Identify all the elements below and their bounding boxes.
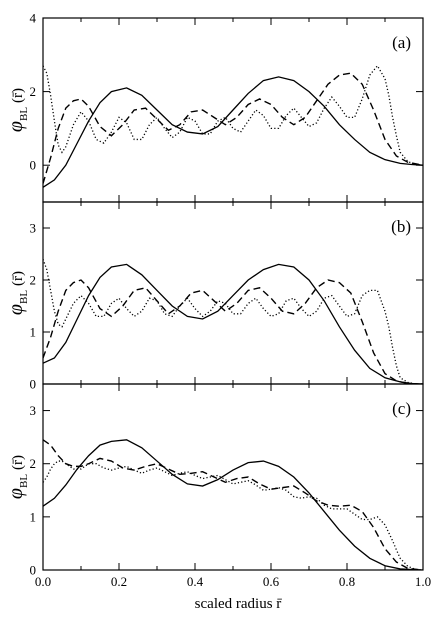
panel-2-series-dashed <box>43 279 423 384</box>
y-tick-label: 3 <box>30 221 37 236</box>
panel-1-series-dashed <box>43 72 423 184</box>
panel-1: 0 2 4 (a) φBL(r̄) <box>5 11 424 203</box>
panel-label: (a) <box>392 33 411 52</box>
panel-1-series-solid <box>43 76 423 188</box>
x-tick-label: 0.6 <box>263 574 280 589</box>
y-tick-label: 1 <box>30 509 37 524</box>
panel-2-series-dotted <box>43 258 423 384</box>
panel-label: (c) <box>392 399 411 418</box>
panel-3-series-dotted <box>43 460 423 570</box>
panel-2: 0 1 2 3 (b) φBL(r̄) <box>5 201 424 392</box>
panel-3-series-solid <box>43 439 423 570</box>
panel-3-frame <box>42 383 424 571</box>
x-tick-label: 0.8 <box>339 574 355 589</box>
panel-3: 0 1 2 3 (c) φBL(r̄) 0.0 0.2 0.4 0.6 0.8 1.0 <box>5 383 431 589</box>
y-tick-label: 2 <box>30 84 37 99</box>
y-tick-label: 4 <box>30 11 37 26</box>
x-tick-label: 0.0 <box>35 574 51 589</box>
x-tick-label: 1.0 <box>415 574 431 589</box>
panel-1-series-dotted <box>43 64 423 166</box>
y-tick-label: 1 <box>30 325 37 340</box>
y-axis-title: φBL(r̄) <box>5 88 30 132</box>
y-axis-title: φBL(r̄) <box>5 455 30 499</box>
y-tick-label: 2 <box>30 273 37 288</box>
y-tick-label: 2 <box>30 456 37 471</box>
x-axis-title: scaled radius r̄ <box>195 596 283 612</box>
y-tick-label: 0 <box>30 377 37 392</box>
y-tick-label: 0 <box>30 158 37 173</box>
x-tick-label: 0.4 <box>187 574 204 589</box>
panel-label: (b) <box>391 217 411 236</box>
y-tick-label: 3 <box>30 403 37 418</box>
y-axis-title: φBL(r̄) <box>5 271 30 315</box>
panel-3-series-dashed <box>43 439 423 570</box>
y-tick-label: 0 <box>30 563 37 578</box>
panel-2-series-solid <box>43 263 423 384</box>
panels: 0 2 4 (a) φBL(r̄) 0 1 2 3 (b) φBL(r̄) 0 1 2 3 (c) φBL(r̄… <box>5 11 431 590</box>
x-tick-label: 0.2 <box>111 574 127 589</box>
